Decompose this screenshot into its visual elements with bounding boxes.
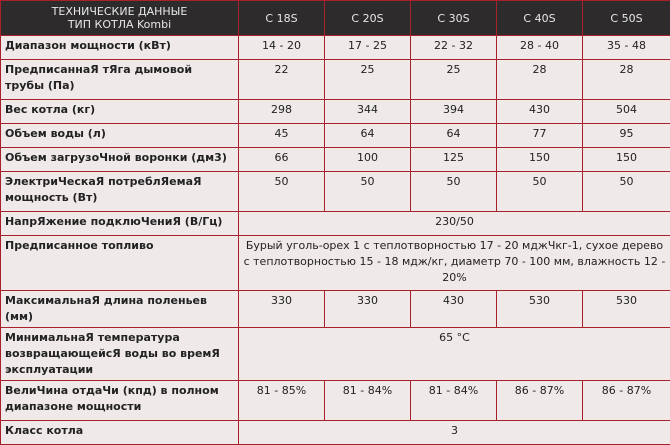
row-label: Вес котла (кг) <box>1 100 239 124</box>
row-label: Объем загрузоЧной воронки (дм3) <box>1 148 239 172</box>
table-row: ЭлектриЧескаЯ потреблЯемаЯ мощность (Вт)… <box>1 172 670 212</box>
merged-cell-value: Бурый уголь-орех 1 с теплотворностью 17 … <box>239 236 670 291</box>
cell-value: 50 <box>583 172 670 212</box>
cell-value: 504 <box>583 100 670 124</box>
row-label: Диапазон мощности (кВт) <box>1 36 239 60</box>
row-label: Предписанное топливо <box>1 236 239 291</box>
cell-value: 25 <box>325 60 411 100</box>
cell-value: 95 <box>583 124 670 148</box>
merged-cell-value: 65 °C <box>239 328 670 381</box>
cell-value: 35 - 48 <box>583 36 670 60</box>
model-header: C 20S <box>325 1 411 36</box>
cell-value: 22 - 32 <box>411 36 497 60</box>
cell-value: 50 <box>239 172 325 212</box>
cell-value: 530 <box>583 291 670 328</box>
row-label: МаксимальнаЯ длина поленьев (мм) <box>1 291 239 328</box>
merged-cell-value: 3 <box>239 421 670 445</box>
model-header: C 50S <box>583 1 670 36</box>
cell-value: 77 <box>497 124 583 148</box>
cell-value: 50 <box>497 172 583 212</box>
cell-value: 530 <box>497 291 583 328</box>
merged-cell-value: 230/50 <box>239 212 670 236</box>
row-label: НапрЯжение подклюЧениЯ (В/Гц) <box>1 212 239 236</box>
table-row: МинимальнаЯ температура возвращающейсЯ в… <box>1 328 670 381</box>
cell-value: 50 <box>325 172 411 212</box>
row-label: ПредписаннаЯ тЯга дымовой трубы (Па) <box>1 60 239 100</box>
model-header: C 18S <box>239 1 325 36</box>
cell-value: 50 <box>411 172 497 212</box>
cell-value: 45 <box>239 124 325 148</box>
cell-value: 330 <box>239 291 325 328</box>
cell-value: 17 - 25 <box>325 36 411 60</box>
cell-value: 394 <box>411 100 497 124</box>
row-label: Объем воды (л) <box>1 124 239 148</box>
cell-value: 430 <box>411 291 497 328</box>
row-label: МинимальнаЯ температура возвращающейсЯ в… <box>1 328 239 381</box>
cell-value: 344 <box>325 100 411 124</box>
cell-value: 14 - 20 <box>239 36 325 60</box>
cell-value: 100 <box>325 148 411 172</box>
cell-value: 28 <box>497 60 583 100</box>
model-header: C 30S <box>411 1 497 36</box>
row-label: Класс котла <box>1 421 239 445</box>
cell-value: 125 <box>411 148 497 172</box>
cell-value: 150 <box>497 148 583 172</box>
table-row: НапрЯжение подклюЧениЯ (В/Гц)230/50 <box>1 212 670 236</box>
cell-value: 28 - 40 <box>497 36 583 60</box>
cell-value: 330 <box>325 291 411 328</box>
title-line1: ТЕХНИЧЕСКИЕ ДАННЫЕ <box>52 5 188 18</box>
cell-value: 64 <box>325 124 411 148</box>
cell-value: 430 <box>497 100 583 124</box>
cell-value: 25 <box>411 60 497 100</box>
cell-value: 28 <box>583 60 670 100</box>
row-label: ЭлектриЧескаЯ потреблЯемаЯ мощность (Вт) <box>1 172 239 212</box>
cell-value: 150 <box>583 148 670 172</box>
model-header: C 40S <box>497 1 583 36</box>
title-line2: ТИП КОТЛА Kombi <box>68 18 171 31</box>
cell-value: 298 <box>239 100 325 124</box>
cell-value: 64 <box>411 124 497 148</box>
cell-value: 22 <box>239 60 325 100</box>
cell-value: 66 <box>239 148 325 172</box>
